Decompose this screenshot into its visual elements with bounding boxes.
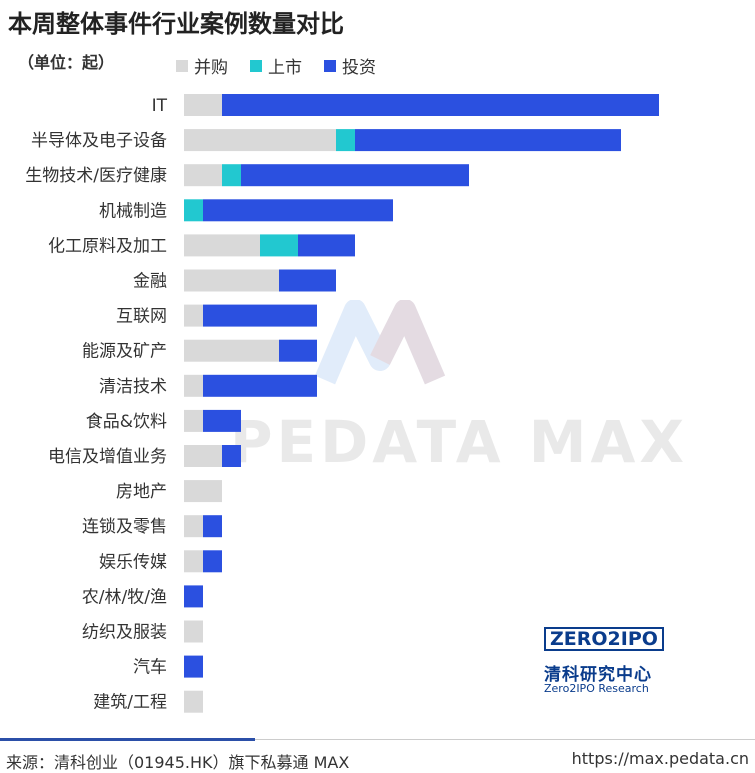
bar-segment-investment [203, 374, 317, 397]
bar-segment-mna [184, 269, 279, 292]
bar-segment-investment [184, 585, 203, 608]
category-label: 连锁及零售 [82, 517, 167, 537]
category-label: 纺织及服装 [82, 623, 167, 643]
unit-label: （单位：起） [18, 53, 115, 72]
category-label: 化工原料及加工 [48, 236, 167, 256]
bar-segment-mna [184, 129, 336, 152]
bar-segment-investment [203, 550, 222, 573]
bar-segment-mna [184, 94, 222, 116]
footer-divider [0, 739, 755, 740]
category-label: 互联网 [116, 307, 167, 327]
category-label: 娱乐传媒 [99, 552, 167, 572]
bar-segment-mna [184, 690, 203, 713]
bar-segment-investment [355, 129, 621, 152]
bar-segment-mna [184, 234, 260, 257]
category-label: 能源及矿产 [82, 342, 167, 362]
bar-segment-investment [203, 304, 317, 327]
bar-segment-mna [184, 620, 203, 643]
bar-segment-investment [184, 655, 203, 678]
zero2ipo-logo: ZERO2IPO 清科研究中心 Zero2IPO Research [540, 620, 670, 700]
category-label: IT [152, 96, 168, 116]
category-label: 清洁技术 [99, 377, 167, 397]
bar-segment-ipo [184, 199, 203, 222]
logo-cn: 清科研究中心 [544, 665, 652, 685]
category-label: 生物技术/医疗健康 [25, 166, 167, 186]
category-label: 汽车 [133, 658, 167, 678]
bar-segment-investment [203, 199, 393, 222]
bar-segment-mna [184, 374, 203, 397]
footer-source: 来源：清科创业（01945.HK）旗下私募通 MAX [6, 753, 350, 772]
watermark-text: PEDATA MAX [230, 408, 689, 476]
bar-segment-mna [184, 409, 203, 432]
legend-label-investment: 投资 [342, 58, 376, 78]
category-label: 机械制造 [99, 201, 167, 221]
bar-segment-investment [203, 515, 222, 538]
legend-swatch-investment [324, 59, 336, 72]
bar-segment-mna [184, 304, 203, 327]
footer-accent-bar [0, 738, 255, 741]
bar-segment-investment [298, 234, 355, 257]
category-label: 电信及增值业务 [48, 447, 167, 467]
bar-segment-investment [279, 339, 317, 362]
legend-item-investment: 投资 [324, 53, 376, 78]
bar-segment-mna [184, 550, 203, 573]
bar-segment-mna [184, 339, 279, 362]
bar-segment-investment [241, 164, 469, 187]
footer-url[interactable]: https://max.pedata.cn [571, 749, 749, 768]
bar-segment-investment [222, 445, 241, 467]
bar-segment-mna [184, 480, 222, 503]
legend-swatch-mna [176, 59, 188, 72]
bar-segment-mna [184, 445, 222, 467]
category-label: 半导体及电子设备 [31, 131, 167, 151]
bar-segment-ipo [260, 234, 298, 257]
bar-segment-investment [203, 409, 241, 432]
legend-label-ipo: 上市 [268, 58, 302, 78]
legend: 并购 上市 投资 [176, 53, 398, 78]
category-label: 建筑/工程 [93, 693, 167, 713]
bar-segment-mna [184, 164, 222, 187]
category-label: 房地产 [116, 482, 167, 502]
bar-segment-mna [184, 515, 203, 538]
bar-segment-ipo [222, 164, 241, 187]
legend-label-mna: 并购 [194, 58, 228, 78]
logo-en: Zero2IPO Research [544, 682, 649, 695]
logo-brand: ZERO2IPO [544, 627, 664, 651]
logo-brand-text: ZERO2IPO [544, 627, 664, 651]
bar-segment-investment [279, 269, 336, 292]
bar-segment-ipo [336, 129, 355, 152]
legend-swatch-ipo [250, 59, 262, 72]
category-label: 食品&饮料 [86, 412, 167, 432]
legend-item-mna: 并购 [176, 53, 228, 78]
category-label: 金融 [133, 272, 167, 292]
category-label: 农/林/牧/渔 [82, 587, 167, 607]
bar-segment-investment [222, 94, 659, 116]
chart-title: 本周整体事件行业案例数量对比 [8, 10, 344, 38]
legend-item-ipo: 上市 [250, 53, 302, 78]
